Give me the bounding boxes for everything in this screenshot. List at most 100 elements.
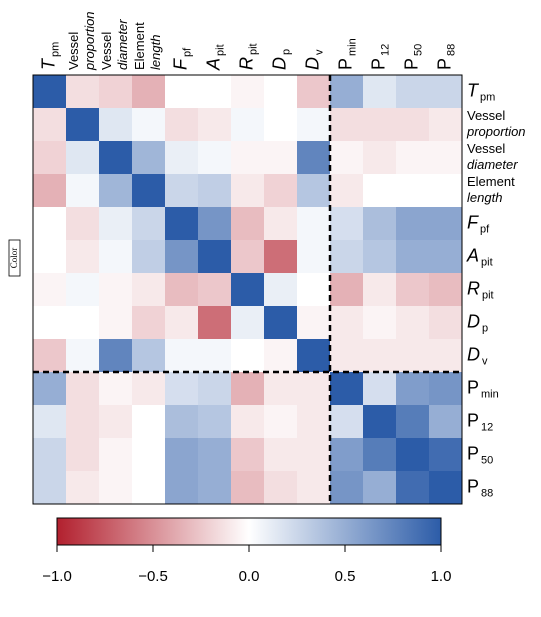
column-label-main: F bbox=[170, 58, 190, 70]
column-label: P 12 bbox=[368, 44, 391, 70]
heatmap-cell bbox=[165, 273, 199, 307]
heatmap-cell bbox=[132, 174, 166, 208]
heatmap-cell bbox=[330, 174, 364, 208]
heatmap-cell bbox=[363, 141, 397, 175]
column-label: length bbox=[148, 35, 163, 70]
heatmap-cell bbox=[198, 438, 232, 472]
heatmap-cell bbox=[198, 174, 232, 208]
heatmap-cell bbox=[198, 75, 232, 109]
heatmap-cell bbox=[99, 207, 133, 241]
heatmap-cell bbox=[429, 471, 463, 505]
heatmap-cell bbox=[33, 174, 67, 208]
heatmap-cell bbox=[66, 75, 100, 109]
column-label-sub: min bbox=[346, 38, 358, 56]
heatmap-cell bbox=[99, 471, 133, 505]
heatmap-cell bbox=[165, 405, 199, 439]
heatmap-cell bbox=[429, 372, 463, 406]
row-label-main: P bbox=[467, 443, 479, 463]
heatmap-cell bbox=[99, 273, 133, 307]
heatmap-cell bbox=[66, 207, 100, 241]
row-label-sub: p bbox=[482, 322, 488, 334]
heatmap-cell bbox=[297, 372, 331, 406]
heatmap-cell bbox=[132, 141, 166, 175]
heatmap-cell bbox=[165, 108, 199, 142]
column-label: Apit bbox=[203, 44, 226, 71]
row-label-sub: 12 bbox=[481, 421, 493, 433]
heatmap-cell bbox=[132, 438, 166, 472]
column-label-main: P bbox=[434, 58, 454, 70]
column-label-main: D bbox=[269, 57, 289, 70]
heatmap-cell bbox=[264, 108, 298, 142]
heatmap-cell bbox=[429, 438, 463, 472]
heatmap-cell bbox=[297, 108, 331, 142]
heatmap-cell bbox=[165, 339, 199, 373]
column-label-sub: pf bbox=[181, 47, 193, 57]
heatmap-cell bbox=[198, 306, 232, 340]
heatmap-cell bbox=[363, 306, 397, 340]
heatmap-cell bbox=[396, 438, 430, 472]
heatmap-cell bbox=[330, 339, 364, 373]
colorbar bbox=[56, 517, 442, 546]
heatmap-cell bbox=[231, 141, 265, 175]
heatmap-cell bbox=[198, 372, 232, 406]
heatmap-cell bbox=[165, 438, 199, 472]
heatmap-cell bbox=[396, 339, 430, 373]
column-label-sub: pit bbox=[214, 44, 226, 56]
heatmap-cell bbox=[99, 240, 133, 274]
heatmap-cell bbox=[132, 372, 166, 406]
row-label-sub: 88 bbox=[481, 487, 493, 499]
heatmap-cell bbox=[363, 438, 397, 472]
heatmap-cell bbox=[132, 75, 166, 109]
heatmap-cell bbox=[33, 273, 67, 307]
heatmap-cell bbox=[33, 471, 67, 505]
row-label-main: P bbox=[467, 410, 479, 430]
column-label: Dp bbox=[269, 49, 292, 70]
column-label: Rpit bbox=[236, 43, 259, 70]
heatmap-cell bbox=[33, 438, 67, 472]
heatmap-cell bbox=[264, 405, 298, 439]
row-label: diameter bbox=[467, 157, 518, 172]
row-label-main: T bbox=[467, 80, 480, 100]
heatmap-cell bbox=[33, 405, 67, 439]
heatmap-cell bbox=[66, 174, 100, 208]
heatmap-cell bbox=[165, 75, 199, 109]
heatmap-cell bbox=[231, 438, 265, 472]
heatmap-cell bbox=[33, 240, 67, 274]
heatmap-cell bbox=[165, 471, 199, 505]
row-label: P 88 bbox=[467, 476, 493, 499]
legend-title-box bbox=[8, 239, 21, 277]
heatmap-cell bbox=[99, 306, 133, 340]
column-label-main: A bbox=[203, 58, 223, 71]
heatmap-cell bbox=[165, 372, 199, 406]
heatmap-cell bbox=[33, 372, 67, 406]
heatmap-cell bbox=[132, 207, 166, 241]
heatmap-cell bbox=[66, 306, 100, 340]
column-label: Pmin bbox=[335, 38, 358, 70]
heatmap-cell bbox=[429, 141, 463, 175]
heatmap-cell bbox=[165, 141, 199, 175]
heatmap-cell bbox=[396, 108, 430, 142]
heatmap-cell bbox=[165, 174, 199, 208]
heatmap-cell bbox=[66, 471, 100, 505]
heatmap-cell bbox=[132, 306, 166, 340]
column-label-main: P bbox=[335, 58, 355, 70]
heatmap-cell bbox=[363, 339, 397, 373]
colorbar-tick-label: 1.0 bbox=[431, 568, 452, 585]
heatmap-cell bbox=[66, 339, 100, 373]
heatmap-cell bbox=[198, 273, 232, 307]
heatmap-cell bbox=[99, 372, 133, 406]
heatmap-cell bbox=[330, 141, 364, 175]
heatmap-cell bbox=[132, 339, 166, 373]
row-label: P 50 bbox=[467, 443, 493, 466]
heatmap-cell bbox=[231, 372, 265, 406]
heatmap-cell bbox=[66, 108, 100, 142]
heatmap-cell bbox=[231, 75, 265, 109]
heatmap-cell bbox=[132, 240, 166, 274]
heatmap-cell bbox=[330, 405, 364, 439]
